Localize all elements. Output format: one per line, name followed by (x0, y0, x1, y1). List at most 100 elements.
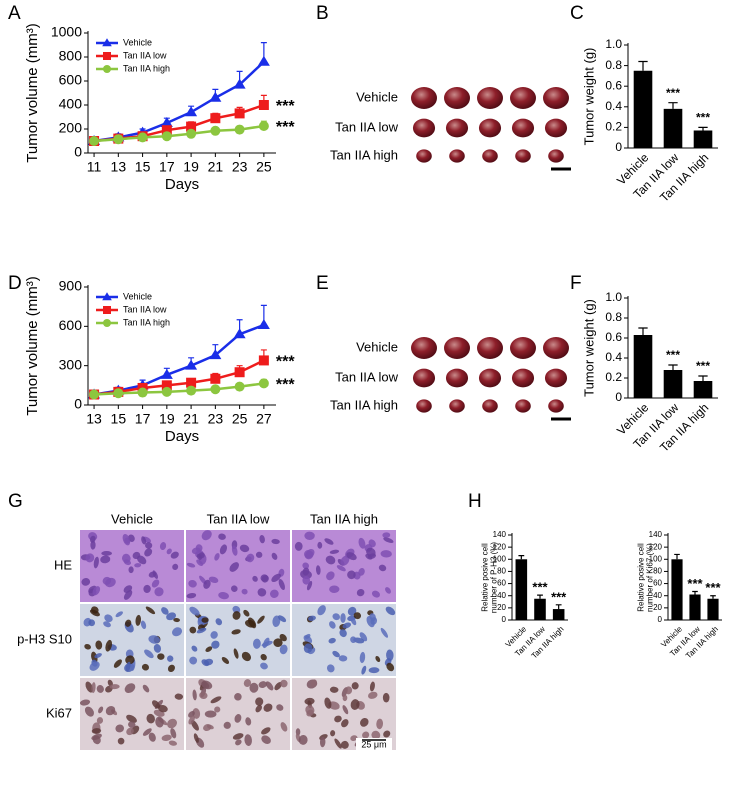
nucleus (350, 616, 357, 626)
bar (707, 598, 719, 620)
nucleus (161, 734, 172, 742)
bar (633, 335, 653, 398)
nucleus (168, 740, 178, 746)
x-tick-label: 23 (208, 411, 224, 427)
tumor (412, 118, 436, 138)
marker (233, 78, 246, 89)
error-bar (638, 327, 648, 335)
nucleus (172, 627, 182, 637)
nucleus (205, 646, 213, 653)
marker (185, 106, 198, 117)
row-label: p-H3 S10 (17, 631, 72, 646)
y-tick-label: 0 (74, 396, 82, 412)
nucleus (260, 653, 267, 661)
nucleus (203, 579, 211, 589)
nucleus (276, 704, 284, 711)
row-label: Tan IIA low (335, 369, 398, 384)
error-bar (698, 126, 708, 131)
nucleus (386, 662, 395, 672)
marker (210, 384, 221, 395)
nucleus (257, 615, 265, 624)
nucleus (261, 735, 271, 744)
marker (209, 91, 222, 102)
nucleus (271, 552, 278, 560)
panel-letter: F (570, 273, 582, 294)
nucleus (360, 717, 369, 727)
nucleus (332, 613, 340, 621)
nucleus (380, 550, 392, 558)
marker (234, 381, 245, 392)
tissue-background (292, 530, 396, 602)
nucleus (279, 644, 288, 655)
tumor (449, 399, 465, 413)
nucleus (167, 718, 177, 729)
marker (89, 136, 100, 146)
y-tick-label: 100 (493, 554, 507, 563)
nucleus (359, 651, 366, 664)
nucleus (334, 738, 342, 749)
nucleus (341, 719, 349, 728)
y-tick-label: 0.8 (605, 310, 622, 324)
nucleus (234, 714, 242, 723)
marker (210, 373, 221, 384)
y-tick-label: 120 (493, 542, 507, 551)
nucleus (141, 663, 150, 671)
nucleus (330, 730, 336, 737)
nucleus (326, 664, 335, 673)
nucleus (148, 635, 161, 644)
nucleus (271, 538, 280, 545)
nucleus (193, 733, 199, 743)
nucleus (81, 578, 91, 586)
bar (663, 108, 683, 148)
nucleus (273, 638, 283, 648)
significance: *** (687, 576, 703, 591)
nucleus (126, 714, 137, 723)
x-axis-label: Days (165, 428, 199, 445)
nucleus (306, 580, 313, 591)
nucleus (166, 548, 172, 555)
error-bar (668, 364, 678, 370)
y-tick-label: 0.2 (605, 120, 622, 134)
nucleus (342, 694, 348, 702)
nucleus (265, 681, 274, 691)
nucleus (191, 720, 199, 731)
y-tick-label: 20 (497, 603, 506, 612)
marker (233, 328, 246, 339)
y-tick-label: 0 (615, 140, 622, 154)
nucleus (351, 682, 359, 690)
nucleus (98, 706, 104, 714)
legend-label: Vehicle (123, 291, 152, 301)
legend-label: Tan IIA high (123, 63, 170, 73)
y-tick-label: 80 (497, 567, 506, 576)
nucleus (189, 656, 198, 665)
tumor (510, 87, 536, 109)
significance: *** (532, 580, 548, 595)
nucleus (382, 692, 390, 703)
marker (160, 117, 173, 127)
nucleus (368, 667, 380, 674)
y-tick-label: 1000 (51, 24, 82, 40)
nucleus (144, 548, 153, 557)
nucleus (91, 728, 102, 734)
marker (102, 292, 112, 301)
nucleus (189, 626, 197, 634)
tumor (548, 149, 564, 163)
nucleus (262, 637, 270, 649)
legend-label: Tan IIA high (123, 317, 170, 327)
nucleus (248, 617, 257, 629)
panel-letter: C (570, 3, 584, 24)
nucleus (306, 709, 314, 717)
nucleus (221, 656, 230, 664)
panel-letter: G (8, 491, 23, 512)
y-tick-label: 120 (649, 542, 663, 551)
significance: *** (666, 86, 680, 100)
nucleus (260, 574, 269, 582)
nucleus (199, 691, 208, 699)
y-axis-label: Relative posive cell (637, 543, 646, 612)
tumor (449, 149, 465, 163)
nucleus (126, 727, 134, 736)
nucleus (280, 722, 288, 732)
marker (185, 359, 198, 370)
tumor (411, 337, 437, 359)
y-tick-label: 0 (658, 615, 663, 624)
